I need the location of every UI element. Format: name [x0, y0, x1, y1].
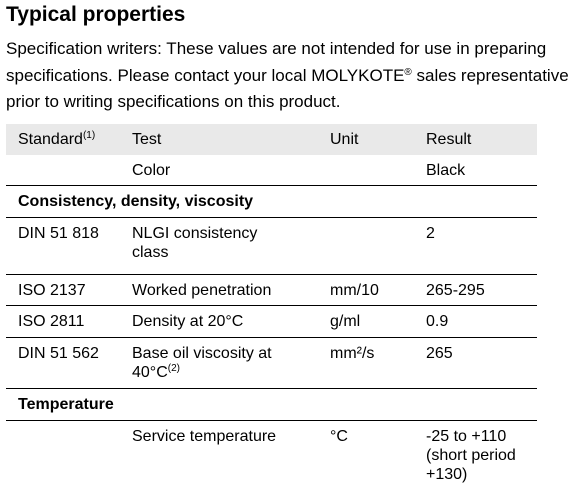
- cell: Base oil viscosity at 40°C(2): [132, 344, 330, 388]
- header-text: Standard: [18, 131, 83, 148]
- properties-table: Standard(1) Test Unit Result Color Black…: [6, 124, 537, 487]
- cell: mm/10: [330, 282, 379, 299]
- header-row: Standard(1) Test Unit Result: [6, 124, 537, 155]
- cell: DIN 51 818: [18, 225, 99, 242]
- header-cell: Unit: [330, 131, 359, 148]
- cell: Density at 20°C: [132, 313, 244, 330]
- row: Color Black: [6, 155, 537, 186]
- cell: Worked penetration: [132, 282, 272, 299]
- row: ISO 2137 Worked penetration mm/10 265-29…: [6, 275, 537, 306]
- row: Service temperature °C -25 to +110 (shor…: [6, 421, 537, 487]
- registered-mark: ®: [404, 66, 412, 78]
- cell: ISO 2811: [18, 313, 85, 330]
- cell: Service temperature: [132, 428, 277, 445]
- footnote-ref: (1): [82, 130, 96, 141]
- intro-text: sales representative prior to writing sp…: [6, 65, 569, 112]
- cell: Color: [132, 162, 171, 179]
- header-cell: Standard(1): [18, 130, 132, 155]
- title: Typical properties: [6, 3, 186, 26]
- cell: 0.9: [426, 313, 449, 330]
- header-cell: Test: [132, 131, 162, 148]
- cell: ISO 2137: [18, 282, 86, 299]
- intro: Specification writers: These values are …: [6, 36, 571, 116]
- section-row: Temperature: [6, 389, 537, 421]
- intro-text: Specification writers: These values are …: [6, 39, 547, 85]
- cell-text: Base oil viscosity at 40°C: [132, 345, 272, 381]
- cell: 265-295: [426, 282, 485, 299]
- footnote-ref: (2): [167, 363, 180, 374]
- cell: -25 to +110 (short period +130): [426, 428, 516, 483]
- cell: 265: [426, 345, 453, 362]
- cell: mm²/s: [330, 345, 375, 362]
- header-cell: Result: [426, 131, 472, 148]
- cell: DIN 51 562: [18, 345, 99, 362]
- row: ISO 2811 Density at 20°C g/ml 0.9: [6, 306, 537, 338]
- cell: 2: [426, 225, 435, 242]
- cell: °C: [330, 428, 348, 445]
- cell: NLGI consistency class: [132, 225, 258, 261]
- section-row: Consistency, density, viscosity: [6, 186, 537, 218]
- row: DIN 51 562 Base oil viscosity at 40°C(2)…: [6, 338, 537, 389]
- cell: Black: [426, 162, 466, 179]
- row: DIN 51 818 NLGI consistency class 2: [6, 218, 537, 275]
- cell: g/ml: [330, 313, 361, 330]
